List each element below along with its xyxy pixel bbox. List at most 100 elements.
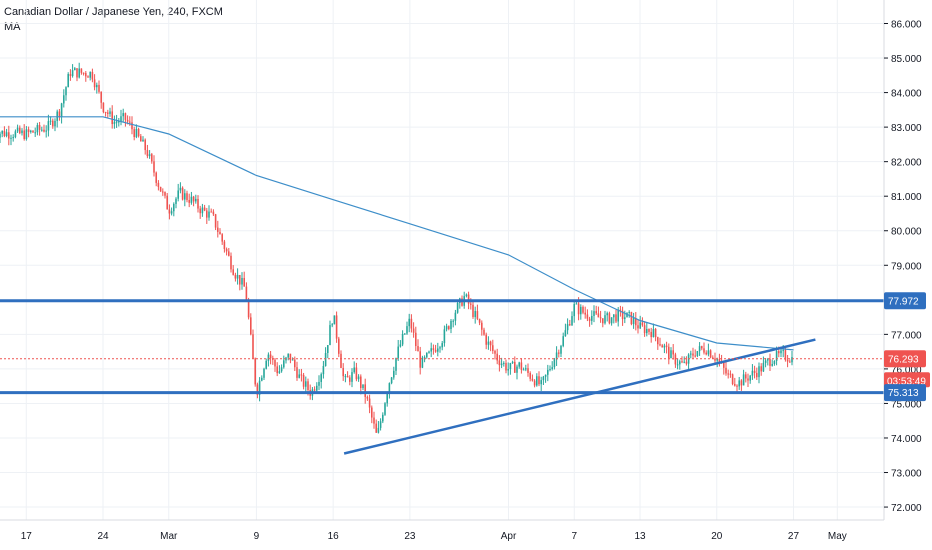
candle-body xyxy=(549,369,551,371)
candle-body xyxy=(34,132,36,134)
candle-body xyxy=(12,137,14,139)
candle-body xyxy=(329,325,331,346)
resistance-price-badge: 77.972 xyxy=(884,292,926,310)
svg-text:76.293: 76.293 xyxy=(888,354,919,365)
candle-body xyxy=(694,355,696,357)
candle-body xyxy=(212,211,215,215)
candle-body xyxy=(430,348,432,352)
candle-body xyxy=(278,371,281,374)
candle-body xyxy=(705,352,707,355)
candle-body xyxy=(287,353,289,358)
candle-body xyxy=(364,384,366,397)
candle-body xyxy=(507,368,509,371)
candle-body xyxy=(316,385,318,391)
candle-body xyxy=(773,361,776,364)
candle-body xyxy=(153,161,155,173)
candle-body xyxy=(186,193,188,201)
candle-body xyxy=(782,350,784,352)
time-axis[interactable]: 17 24 Mar 9 16 23 Apr 7 13 20 27 May xyxy=(21,531,847,542)
candle-body xyxy=(505,362,507,371)
candle-body xyxy=(280,367,283,372)
candle-body xyxy=(544,374,547,377)
candle-body xyxy=(421,357,424,368)
candle-body xyxy=(769,359,771,366)
candle-body xyxy=(267,354,270,361)
candle-body xyxy=(789,361,791,363)
candle-body xyxy=(333,315,336,325)
candle-body xyxy=(142,139,144,142)
candle-body xyxy=(69,74,72,77)
time-tick-label: 27 xyxy=(788,531,800,542)
candle-body xyxy=(173,203,175,212)
time-tick-label: 17 xyxy=(21,531,33,542)
candle-body xyxy=(254,358,256,385)
candle-body xyxy=(289,353,292,361)
candle-body xyxy=(375,423,377,433)
time-tick-label: Apr xyxy=(501,531,517,542)
candle-body xyxy=(351,372,353,382)
price-tick-label: 73.000 xyxy=(891,469,922,480)
candle-body xyxy=(188,200,190,203)
candle-body xyxy=(786,359,789,362)
svg-text:75.313: 75.313 xyxy=(888,388,919,399)
candle-body xyxy=(164,192,166,196)
candle-body xyxy=(85,73,87,77)
candle-body xyxy=(712,357,714,359)
candle-body xyxy=(725,367,727,374)
candle-body xyxy=(749,375,751,381)
candle-body xyxy=(338,338,340,354)
candle-body xyxy=(780,350,782,354)
candle-body xyxy=(714,358,716,361)
candle-body xyxy=(734,384,736,386)
candle-body xyxy=(331,324,333,326)
candle-body xyxy=(597,313,600,318)
candle-body xyxy=(542,376,545,381)
candle-body xyxy=(366,396,369,399)
candle-body xyxy=(184,193,186,200)
symbol-title[interactable]: Canadian Dollar / Japanese Yen, 240, FXC… xyxy=(4,6,223,18)
candle-body xyxy=(353,367,355,373)
candle-body xyxy=(386,393,388,404)
candle-body xyxy=(434,349,437,352)
candle-body xyxy=(417,346,419,352)
candle-body xyxy=(753,370,756,373)
candle-body xyxy=(731,374,734,385)
candle-body xyxy=(208,211,210,218)
candle-body xyxy=(234,274,237,279)
candle-body xyxy=(382,414,384,422)
candle-body xyxy=(492,345,494,351)
candle-body xyxy=(131,122,133,130)
price-axis-bg[interactable] xyxy=(884,0,932,550)
candle-body xyxy=(181,187,184,200)
candle-body xyxy=(23,130,25,140)
candle-body xyxy=(676,364,679,366)
candle-body xyxy=(368,398,371,408)
candle-body xyxy=(751,370,754,376)
candle-body xyxy=(258,380,261,395)
candle-body xyxy=(133,129,135,138)
rising-trendline[interactable] xyxy=(343,338,816,455)
candle-body xyxy=(157,182,160,187)
candle-body xyxy=(454,312,457,321)
candle-body xyxy=(45,130,47,132)
candle-body xyxy=(21,130,23,134)
candle-body xyxy=(217,227,219,232)
candle-body xyxy=(140,136,142,142)
candle-body xyxy=(547,369,549,375)
candle-body xyxy=(276,366,278,374)
candle-body xyxy=(448,326,450,330)
candle-body xyxy=(60,103,63,117)
price-tick-label: 81.000 xyxy=(891,192,922,203)
candle-body xyxy=(3,130,6,137)
candle-body xyxy=(727,373,729,375)
candle-body xyxy=(760,366,762,372)
candle-body xyxy=(646,328,648,334)
candle-body xyxy=(604,315,606,324)
candle-body xyxy=(146,150,149,157)
candle-body xyxy=(560,345,562,354)
candle-body xyxy=(522,369,525,371)
candle-body xyxy=(318,381,320,386)
candle-body xyxy=(78,68,80,78)
candle-body xyxy=(294,359,296,368)
